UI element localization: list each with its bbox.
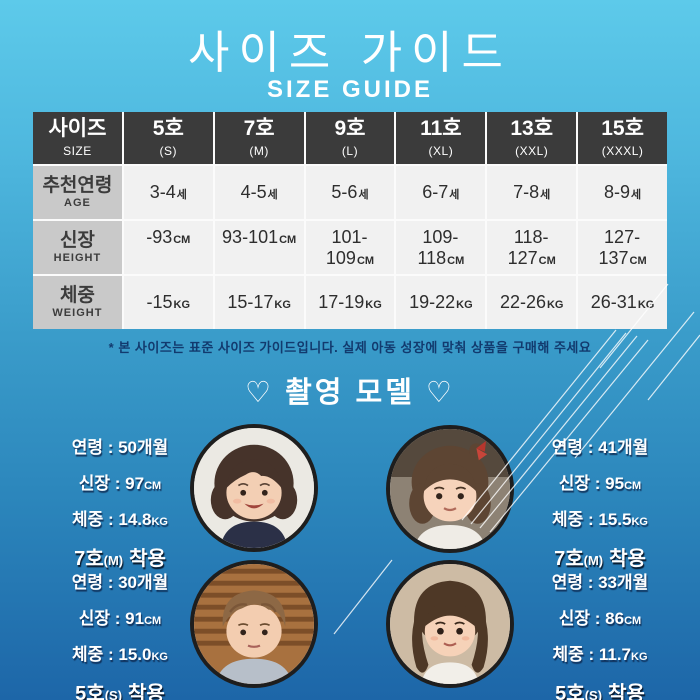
child-portrait-illustration [194,564,314,684]
age-cell: 4-5세 [214,166,304,219]
age-cell: 8-9세 [578,166,667,219]
page-title: 사이즈 가이드 [188,27,512,78]
row-label-weight: 체중 WEIGHT [33,276,122,329]
model-photo-4 [386,560,514,688]
weight-cell: 15-17KG [214,276,304,329]
weight-cell: 22-26KG [487,276,577,329]
model-height: 신장 : 95CM [558,474,642,493]
table-corner-header: 사이즈 SIZE [33,112,122,164]
weight-cell: 19-22KG [396,276,486,329]
model-weight: 체중 : 15.5KG [552,510,648,529]
size-disclaimer-note: * 본 사이즈는 표준 사이즈 가이드입니다. 실제 아동 성장에 맞춰 상품을… [108,340,592,355]
model-weight: 체중 : 11.7KG [552,645,648,664]
age-cell: 7-8세 [487,166,577,219]
model-photo-1 [190,424,318,552]
height-cell: 93-101CM [214,221,304,274]
weight-cell: 17-19KG [305,276,395,329]
row-label-age: 추천연령 AGE [33,166,122,219]
child-portrait-illustration [390,429,510,549]
child-portrait-illustration [194,428,314,548]
model-info-2: 연령 : 41개월 신장 : 95CM 체중 : 15.5KG 7호(M) 착용 [518,433,682,571]
age-cell: 5-6세 [305,166,395,219]
page-subtitle: SIZE GUIDE [266,76,434,103]
model-info-4: 연령 : 33개월 신장 : 86CM 체중 : 11.7KG 5호(S) 착용 [518,568,682,700]
model-photo-3 [190,560,318,688]
height-cell: -93CM [123,221,213,274]
height-cell: 101- 109CM [305,221,395,274]
model-height: 신장 : 97CM [78,474,162,493]
model-height: 신장 : 91CM [78,609,162,628]
models-heading: ♡ 촬영 모델 ♡ [245,377,455,409]
size-table: 사이즈 SIZE 5호 (S) 7호 (M) 9호 (L) 11호 (XL) 1… [33,112,667,329]
model-weight: 체중 : 15.0KG [72,645,168,664]
model-height: 신장 : 86CM [558,609,642,628]
model-age: 연령 : 41개월 [551,438,649,457]
size-column-header: 15호 (XXXL) [578,112,667,164]
model-size-worn: 5호(S) 착용 [555,683,645,700]
model-size-worn: 7호(M) 착용 [74,548,166,570]
height-cell: 109- 118CM [396,221,486,274]
age-cell: 3-4세 [123,166,213,219]
size-column-header: 7호 (M) [214,112,304,164]
model-info-3: 연령 : 30개월 신장 : 91CM 체중 : 15.0KG 5호(S) 착용 [38,568,202,700]
model-photo-2 [386,425,514,553]
row-label-height: 신장 HEIGHT [33,221,122,274]
model-info-1: 연령 : 50개월 신장 : 97CM 체중 : 14.8KG 7호(M) 착용 [38,433,202,571]
size-column-header: 11호 (XL) [396,112,486,164]
age-cell: 6-7세 [396,166,486,219]
weight-cell: -15KG [123,276,213,329]
weight-cell: 26-31KG [578,276,667,329]
model-age: 연령 : 33개월 [551,573,649,592]
size-column-header: 5호 (S) [123,112,213,164]
model-weight: 체중 : 14.8KG [72,510,168,529]
child-portrait-illustration [390,564,510,684]
model-size-worn: 5호(S) 착용 [75,683,165,700]
size-column-header: 13호 (XXL) [487,112,577,164]
height-cell: 127- 137CM [578,221,667,274]
model-age: 연령 : 30개월 [71,573,169,592]
height-cell: 118- 127CM [487,221,577,274]
model-size-worn: 7호(M) 착용 [554,548,646,570]
model-age: 연령 : 50개월 [71,438,169,457]
size-column-header: 9호 (L) [305,112,395,164]
